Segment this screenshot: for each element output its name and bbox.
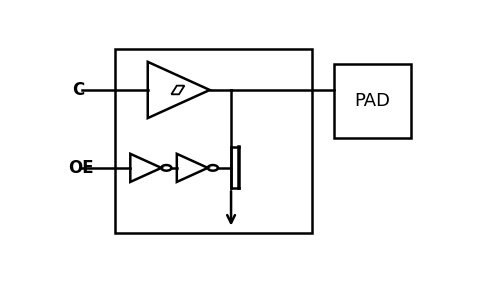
Text: PAD: PAD	[354, 92, 390, 110]
Bar	[334, 64, 411, 138]
Bar	[115, 49, 312, 233]
Text: OE: OE	[68, 159, 94, 177]
Text: C: C	[72, 81, 85, 99]
